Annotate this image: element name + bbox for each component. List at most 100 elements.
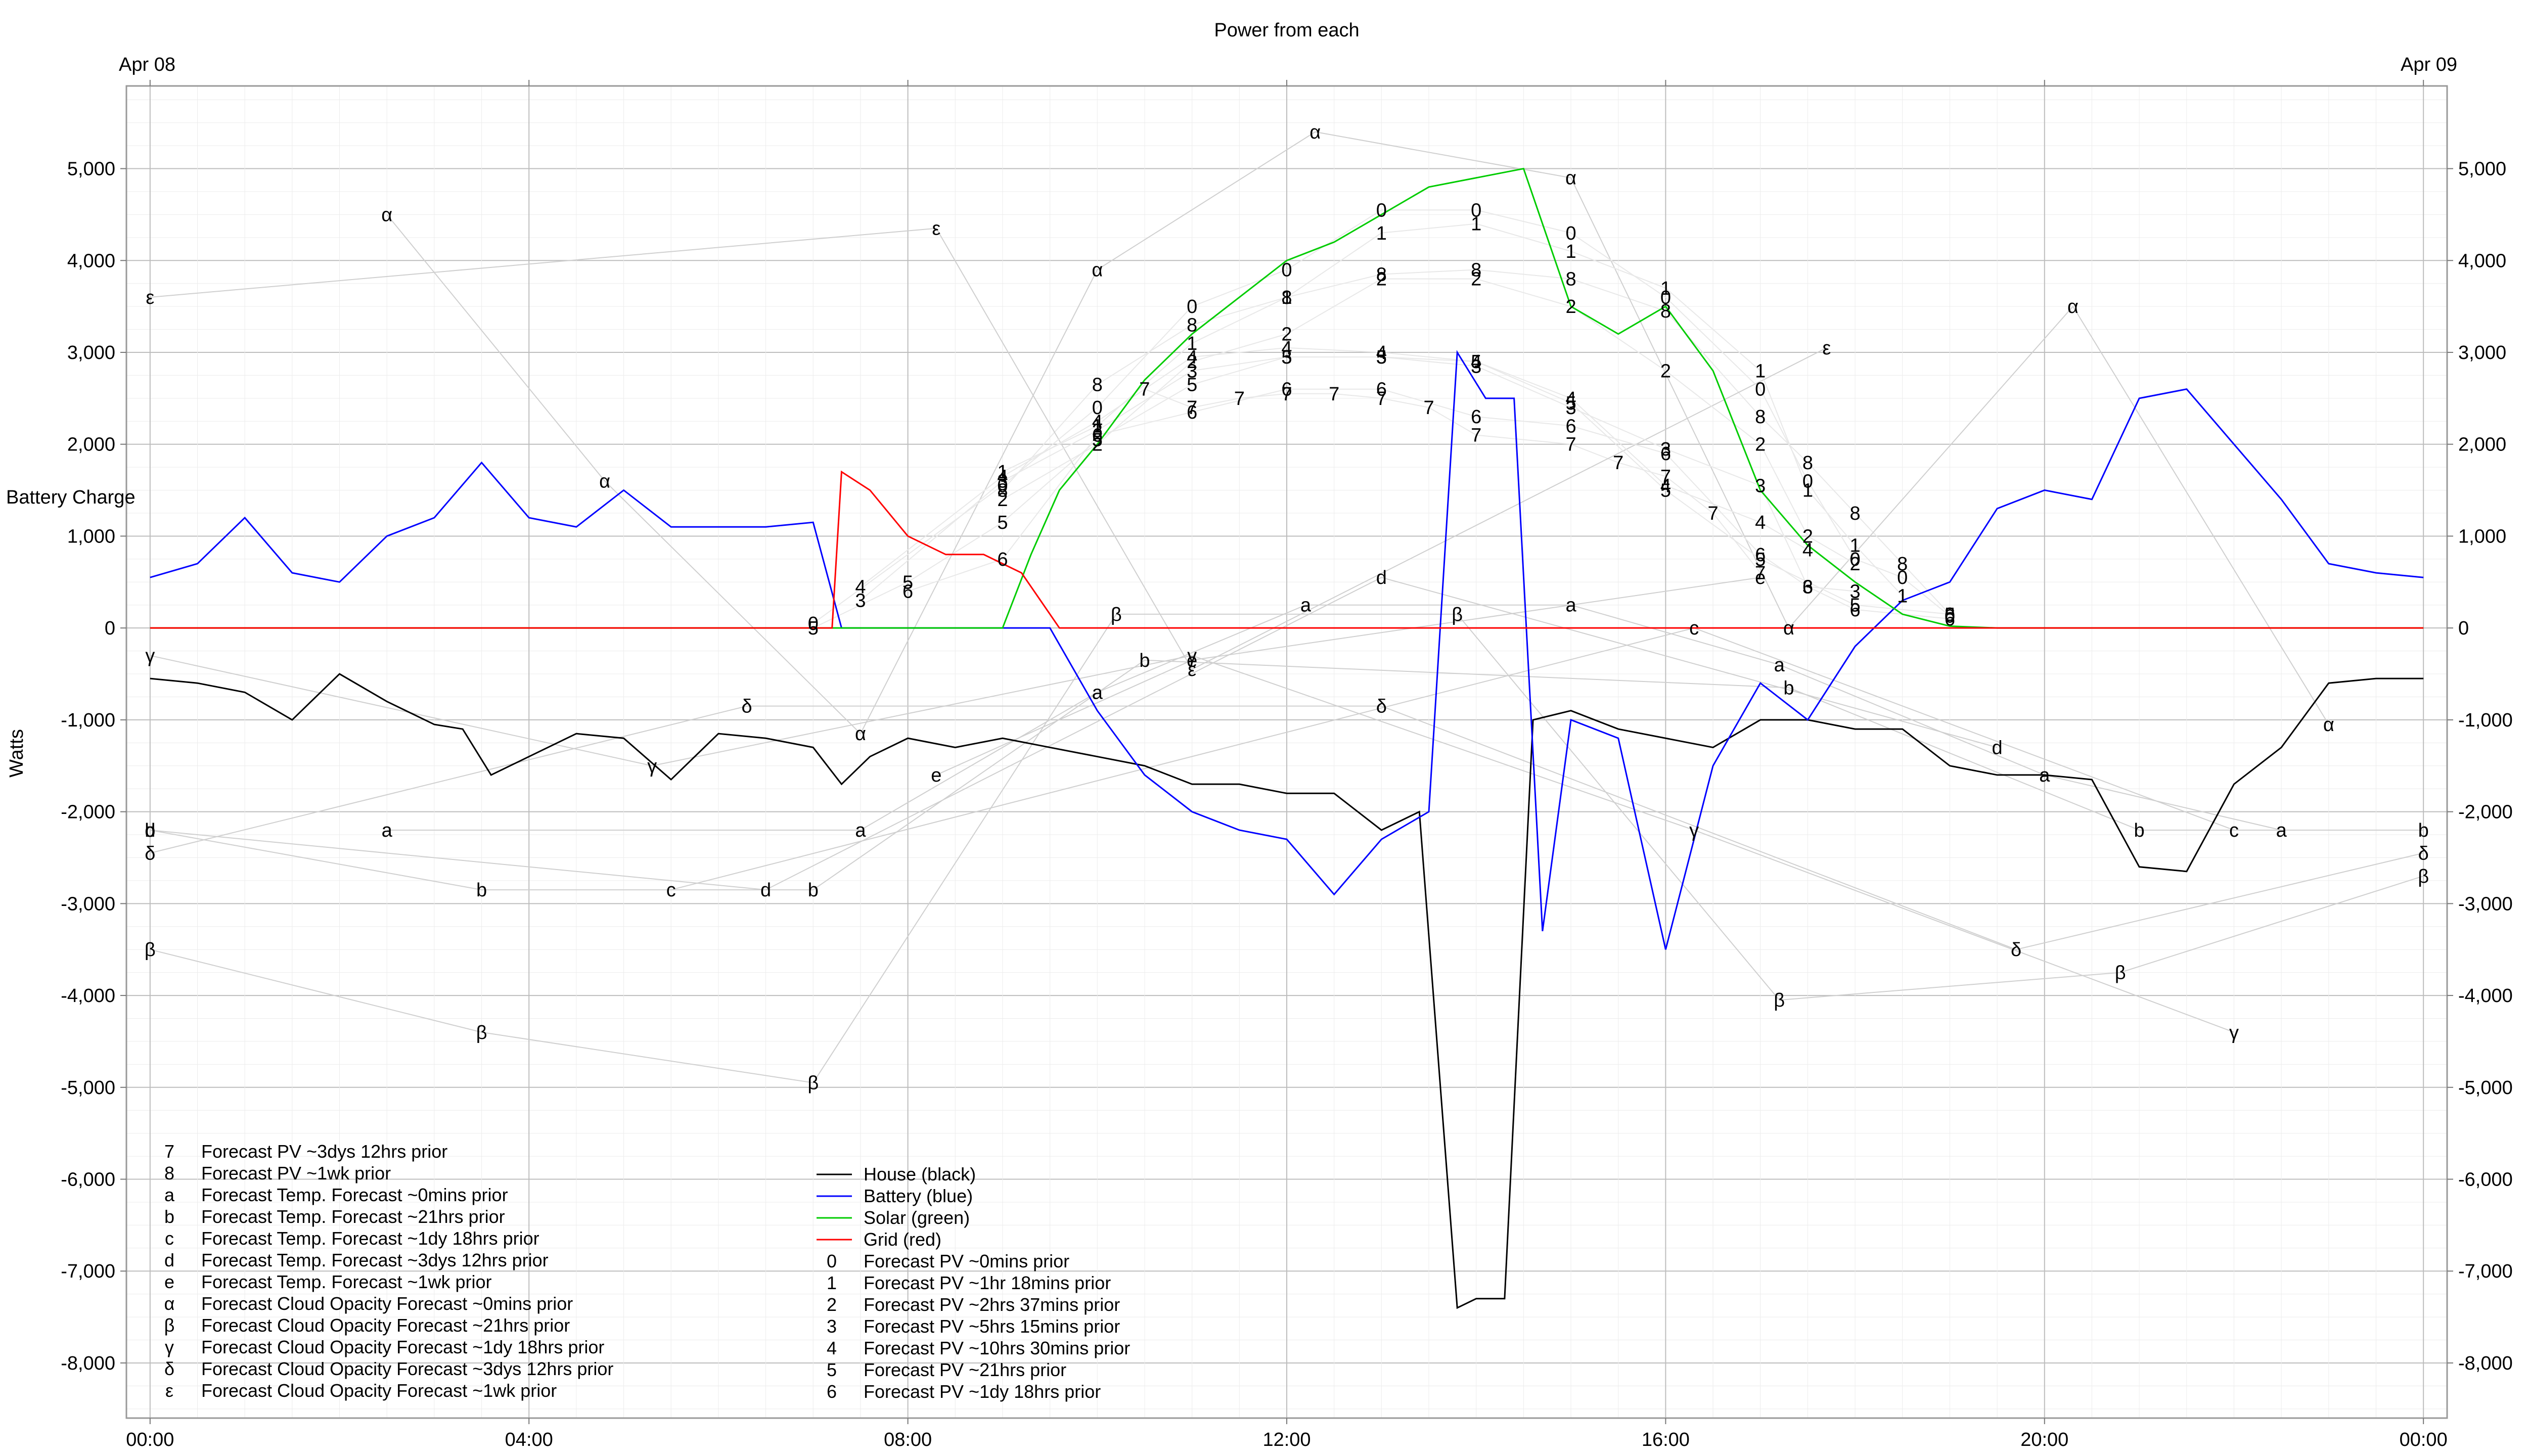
marker-b: b <box>808 880 819 901</box>
marker-8: 8 <box>1092 375 1103 396</box>
marker-6: 6 <box>1471 406 1481 428</box>
forecast-line-2 <box>1002 278 1856 564</box>
marker-d: d <box>1376 567 1387 588</box>
marker-γ: γ <box>647 756 657 777</box>
x-tick-label: 00:00 <box>2400 1429 2448 1450</box>
marker-7: 7 <box>1565 434 1576 456</box>
marker-3: 3 <box>1187 360 1197 382</box>
y-tick-label-right: 3,000 <box>2458 342 2506 363</box>
marker-0: 0 <box>1945 606 1955 627</box>
marker-0: 0 <box>1471 200 1481 221</box>
marker-0: 0 <box>1897 567 1908 588</box>
marker-c: c <box>2229 820 2239 841</box>
marker-δ: δ <box>2011 939 2021 961</box>
marker-a: a <box>1300 595 1312 616</box>
marker-0: 0 <box>1376 200 1387 221</box>
marker-ε: ε <box>1188 659 1196 680</box>
legend-label: Forecast PV ~0mins prior <box>864 1251 1069 1271</box>
forecast-line-7 <box>1144 388 1761 573</box>
legend-label: Forecast PV ~3dys 12hrs prior <box>201 1141 447 1162</box>
marker-5: 5 <box>1850 595 1861 616</box>
y-tick-label: 2,000 <box>67 434 115 456</box>
marker-δ: δ <box>742 696 752 717</box>
marker-1: 1 <box>1281 287 1292 308</box>
marker-5: 5 <box>1755 549 1766 570</box>
marker-4: 4 <box>1660 476 1671 497</box>
marker-7: 7 <box>1281 384 1292 405</box>
marker-2: 2 <box>1565 296 1576 317</box>
forecast-line-b <box>150 659 2424 891</box>
legend-label: Forecast Cloud Opacity Forecast ~1dy 18h… <box>201 1337 604 1357</box>
marker-8: 8 <box>1850 503 1861 524</box>
forecast-line-β <box>150 613 2424 1083</box>
marker-5: 5 <box>997 512 1008 533</box>
marker-γ: γ <box>2229 1022 2239 1043</box>
marker-0: 0 <box>997 476 1008 497</box>
legend-symbol: γ <box>165 1337 174 1357</box>
x-tick-label: 16:00 <box>1642 1429 1690 1450</box>
marker-2: 2 <box>1187 351 1197 373</box>
marker-5: 5 <box>902 572 913 593</box>
legend-label: Forecast PV ~21hrs prior <box>864 1359 1066 1380</box>
marker-1: 1 <box>1850 535 1861 557</box>
marker-2: 2 <box>1850 554 1861 575</box>
marker-a: a <box>382 820 393 841</box>
forecast-line-0 <box>812 209 1951 624</box>
marker-7: 7 <box>1423 397 1434 419</box>
legend-label: Grid (red) <box>864 1229 941 1250</box>
marker-α: α <box>1565 168 1576 189</box>
marker-0: 0 <box>1092 397 1103 419</box>
marker-α: α <box>855 723 866 745</box>
legend-label: Forecast Temp. Forecast ~1wk prior <box>201 1271 492 1292</box>
y-tick-label-right: -3,000 <box>2458 893 2513 915</box>
y-tick-label-right: 0 <box>2458 618 2469 639</box>
forecast-line-e <box>936 577 1760 776</box>
marker-0: 0 <box>808 613 819 634</box>
marker-7: 7 <box>1660 466 1671 487</box>
marker-a: a <box>855 820 866 841</box>
y-tick-label-right: -6,000 <box>2458 1169 2513 1191</box>
forecast-line-d <box>150 577 1998 891</box>
legend-symbol: 2 <box>827 1294 837 1315</box>
marker-4: 4 <box>1281 338 1292 359</box>
legend: 7 Forecast PV ~3dys 12hrs prior 8 Forecast … <box>164 1141 1131 1402</box>
y-tick-label: -4,000 <box>61 985 115 1007</box>
legend-symbol: 4 <box>827 1338 837 1358</box>
legend-label: Forecast Temp. Forecast ~0mins prior <box>201 1185 508 1205</box>
forecast-line-ε <box>150 228 1827 670</box>
marker-b: b <box>1783 677 1794 699</box>
legend-label: Forecast PV ~1dy 18hrs prior <box>864 1381 1101 1402</box>
marker-α: α <box>599 471 610 492</box>
marker-a: a <box>1565 595 1576 616</box>
marker-2: 2 <box>1755 434 1766 456</box>
marker-3: 3 <box>1471 356 1481 377</box>
axes: 5,000 5,000 4,000 4,000 3,000 3,000 2,000 2,000… <box>61 80 2513 1450</box>
legend-symbol: α <box>164 1293 175 1314</box>
forecast-line-1 <box>1002 223 1903 597</box>
marker-1: 1 <box>1376 223 1387 244</box>
marker-6: 6 <box>1755 544 1766 566</box>
marker-δ: δ <box>1376 696 1387 717</box>
marker-5: 5 <box>1945 604 1955 625</box>
marker-d: d <box>760 880 771 901</box>
marker-6: 6 <box>1850 600 1861 621</box>
marker-8: 8 <box>1945 604 1955 625</box>
marker-6: 6 <box>1281 379 1292 400</box>
legend-symbol: δ <box>164 1358 174 1379</box>
y-tick-label-right: 4,000 <box>2458 250 2506 271</box>
marker-0: 0 <box>1802 471 1813 492</box>
legend-symbol: a <box>164 1185 175 1205</box>
legend-symbol: ε <box>165 1380 173 1401</box>
marker-7: 7 <box>1471 425 1481 446</box>
series-line-battery <box>150 350 2424 950</box>
marker-5: 5 <box>1471 351 1481 373</box>
y-tick-label-right: 5,000 <box>2458 159 2506 180</box>
y-tick-label-right: -2,000 <box>2458 802 2513 823</box>
marker-γ: γ <box>1187 646 1197 667</box>
marker-3: 3 <box>997 471 1008 492</box>
y-axis-label-left: Watts <box>6 729 27 778</box>
marker-c: c <box>1689 618 1699 639</box>
marker-8: 8 <box>1376 264 1387 286</box>
